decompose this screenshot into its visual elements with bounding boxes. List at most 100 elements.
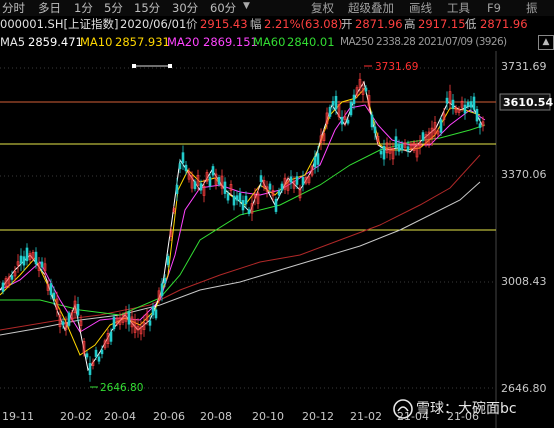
- candle-body: [64, 322, 68, 330]
- candle-body: [328, 106, 332, 117]
- candle-body: [316, 153, 320, 165]
- price-label: 价: [186, 17, 198, 31]
- candle-body: [238, 192, 242, 202]
- price-axis-label: 3731.69: [501, 60, 547, 73]
- candle-body: [322, 133, 326, 142]
- candle-body: [175, 184, 179, 194]
- change-label: 幅: [250, 17, 262, 31]
- candle-body: [430, 127, 434, 139]
- candle-body: [406, 146, 410, 152]
- candle-body: [145, 313, 149, 321]
- candle-body: [301, 177, 305, 186]
- candle-body: [124, 312, 128, 322]
- candle-body: [274, 198, 278, 212]
- tab-60min[interactable]: 60分: [210, 1, 237, 15]
- quote-date: 2020/06/01: [120, 17, 187, 31]
- tools-button[interactable]: 工具: [447, 1, 470, 15]
- candle-body: [115, 317, 119, 325]
- amplitude-button[interactable]: 振: [526, 1, 538, 15]
- tab-1min[interactable]: 1分: [74, 1, 93, 15]
- candle-body: [1, 282, 5, 292]
- candle-body: [139, 326, 143, 335]
- tab-5min[interactable]: 5分: [104, 1, 123, 15]
- open-label: 开: [341, 17, 353, 31]
- candle-body: [475, 109, 479, 122]
- price-axis-label: 3370.06: [501, 168, 547, 181]
- kline-chart[interactable]: 3731.69 2646.80 3731.69 3370.06 3008.43 …: [0, 51, 554, 428]
- candle-body: [112, 316, 116, 330]
- candle-body: [364, 87, 368, 92]
- candle-body: [286, 180, 290, 191]
- candle-body: [256, 192, 260, 204]
- f9-button[interactable]: F9: [487, 1, 501, 15]
- candle-body: [76, 303, 80, 316]
- candle-body: [391, 148, 395, 160]
- candle-body: [19, 255, 23, 264]
- candle-body: [109, 331, 113, 342]
- time-axis-label: 21-06: [447, 410, 479, 423]
- segment-handle[interactable]: [168, 64, 172, 68]
- candle-body: [451, 99, 455, 109]
- ma60-label: MA60: [253, 35, 286, 49]
- candle-body: [232, 195, 236, 206]
- tab-timeshare[interactable]: 分时: [2, 1, 25, 15]
- candle-body: [70, 312, 74, 321]
- candle-body: [289, 176, 293, 183]
- candle-body: [433, 122, 437, 135]
- quote-info-bar: 000001.SH[上证指数] 2020/06/01 价 2915.43 幅 2…: [0, 16, 554, 33]
- candle-body: [121, 314, 125, 323]
- candle-body: [415, 144, 419, 158]
- segment-handle[interactable]: [132, 64, 136, 68]
- candle-body: [163, 277, 167, 284]
- candle-body: [460, 100, 464, 108]
- ma10-label: MA10: [80, 35, 113, 49]
- candle-body: [34, 251, 38, 265]
- candle-body: [130, 316, 134, 328]
- high-value: 2917.15: [418, 17, 466, 31]
- candle-body: [271, 189, 275, 197]
- candle-body: [106, 332, 110, 344]
- price-axis-label: 3008.43: [501, 275, 547, 288]
- current-price-box: [499, 93, 551, 111]
- candle-body: [37, 263, 41, 271]
- candle-body: [58, 314, 62, 328]
- time-axis: 19-11 20-02 20-04 20-06 20-08 20-10 20-1…: [2, 410, 479, 423]
- candle-body: [388, 147, 392, 154]
- candle-body: [100, 349, 104, 355]
- collapse-icon[interactable]: ▲: [538, 35, 554, 50]
- candle-body: [67, 312, 71, 326]
- ma5-line: [0, 80, 483, 372]
- candle-body: [337, 104, 341, 118]
- candle-body: [331, 101, 335, 106]
- candle-body: [4, 278, 8, 287]
- restore-rights-button[interactable]: 复权: [311, 1, 334, 15]
- high-label: 高: [404, 17, 416, 31]
- candle-body: [208, 176, 212, 187]
- open-value: 2871.96: [355, 17, 403, 31]
- ma-overlap-text: MA250 2338.28 2021/07/09 (3926): [340, 36, 507, 48]
- time-axis-label: 21-04: [397, 410, 429, 423]
- candle-body: [46, 283, 50, 291]
- candle-body: [370, 114, 374, 128]
- ma10-value: 2857.931: [115, 35, 170, 49]
- candle-body: [244, 195, 248, 205]
- ma20-line: [0, 104, 486, 333]
- tab-30min[interactable]: 30分: [172, 1, 199, 15]
- period-dropdown-icon[interactable]: ▼: [243, 1, 250, 11]
- candle-body: [241, 200, 245, 211]
- candle-body: [97, 356, 101, 362]
- candle-body: [367, 95, 371, 107]
- candle-body: [277, 190, 281, 196]
- candle-body: [352, 94, 356, 104]
- candle-body: [211, 166, 215, 176]
- period-toolbar: 分时 多日 1分 5分 15分 30分 60分 ▼ 复权 超级叠加 画线 工具 …: [0, 0, 554, 16]
- super-overlay-button[interactable]: 超级叠加: [348, 1, 394, 15]
- candle-body: [43, 263, 47, 272]
- candle-body: [28, 253, 32, 261]
- draw-line-button[interactable]: 画线: [409, 1, 432, 15]
- candle-body: [166, 255, 170, 266]
- tab-multiday[interactable]: 多日: [38, 1, 61, 15]
- max-price-label: 3731.69: [375, 61, 418, 73]
- tab-15min[interactable]: 15分: [134, 1, 161, 15]
- candle-body: [214, 173, 218, 185]
